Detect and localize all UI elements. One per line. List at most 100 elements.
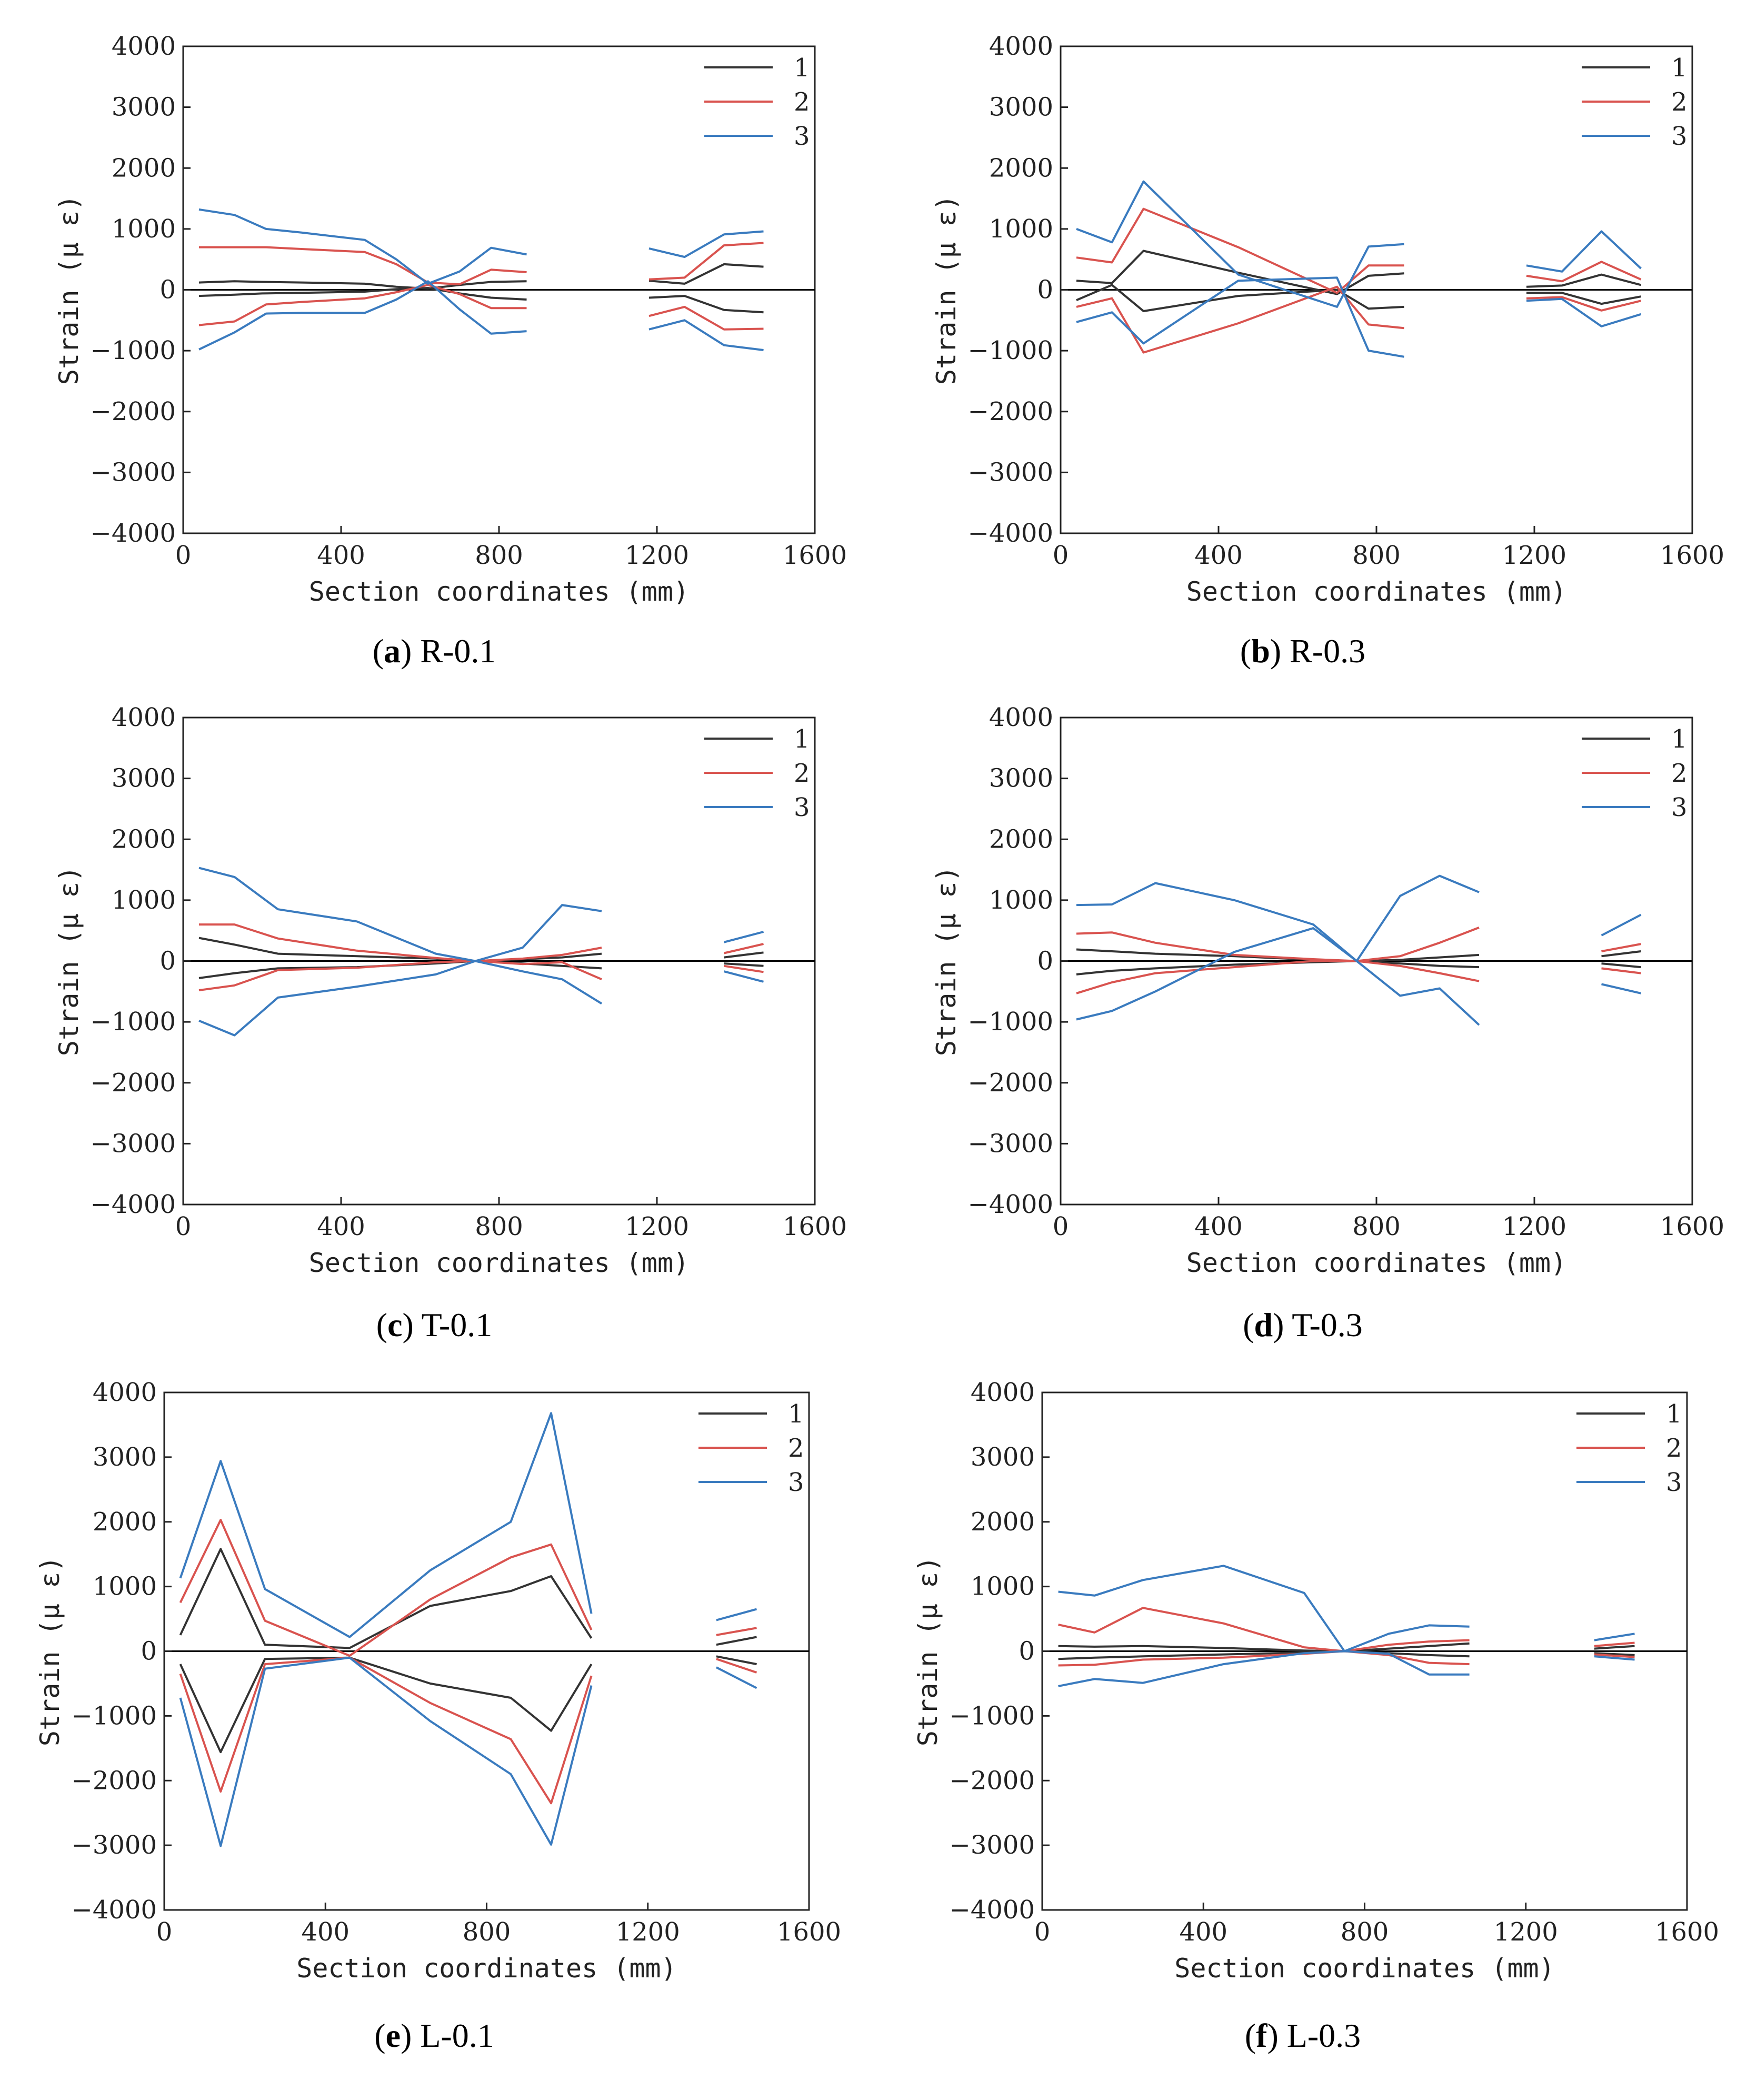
legend-label-1: 1 xyxy=(1671,53,1688,83)
series-3-line xyxy=(198,867,602,962)
series-2-line xyxy=(1076,960,1480,994)
y-tick-label: 4000 xyxy=(93,1378,157,1407)
series-3-line xyxy=(1601,983,1641,994)
x-tick-label: 1200 xyxy=(1502,541,1566,570)
x-tick-label: 1600 xyxy=(1655,1917,1719,1947)
series-1-line xyxy=(1594,1652,1635,1656)
x-tick-label: 800 xyxy=(475,1212,523,1241)
chart-panel-b: 0 400 800 1200 1600 4000 3000 2000 1000 0 −1000 −20… xyxy=(868,0,1737,684)
y-tick-label: 1000 xyxy=(989,214,1053,244)
legend-label-3: 3 xyxy=(794,793,810,822)
series-2-line xyxy=(1058,1607,1470,1653)
x-tick-label: 1600 xyxy=(783,541,847,570)
caption-name: L-0.3 xyxy=(1286,2017,1361,2054)
caption-letter: f xyxy=(1256,2017,1267,2054)
legend-label-3: 3 xyxy=(1671,122,1688,151)
series-3-line xyxy=(1526,297,1642,327)
x-axis-label: Section coordinates (mm) xyxy=(1186,576,1566,607)
y-tick-label: 0 xyxy=(141,1637,157,1666)
y-tick-label: 3000 xyxy=(989,93,1053,122)
chart-svg-e: 0 400 800 1200 1600 4000 3000 2000 1000 0 −1000 −20… xyxy=(35,1378,841,1984)
series-2-line xyxy=(179,1656,593,1805)
legend-label-2: 2 xyxy=(788,1434,804,1463)
legend-label-1: 1 xyxy=(788,1399,804,1429)
y-tick-label: 1000 xyxy=(112,885,176,915)
y-tick-label: −4000 xyxy=(91,519,176,548)
x-tick-label: 1600 xyxy=(777,1917,841,1947)
y-tick-label: −2000 xyxy=(91,397,176,426)
y-axis-label: Strain (μ ε) xyxy=(913,1556,943,1746)
y-tick-label: 3000 xyxy=(93,1442,157,1472)
y-tick-label: 2000 xyxy=(971,1507,1035,1537)
legend-label-1: 1 xyxy=(1671,724,1688,754)
y-tick-label: −4000 xyxy=(950,1895,1035,1925)
series-3-line xyxy=(716,1608,757,1621)
y-tick-label: −2000 xyxy=(91,1068,176,1098)
y-tick-label: 2000 xyxy=(112,824,176,854)
caption-name: T-0.3 xyxy=(1292,1306,1363,1343)
series-3-line xyxy=(715,1666,757,1689)
caption-letter: d xyxy=(1254,1306,1273,1343)
y-tick-label: 4000 xyxy=(971,1378,1035,1407)
y-tick-label: −3000 xyxy=(91,1129,176,1158)
y-tick-label: 1000 xyxy=(989,885,1053,915)
legend-label-3: 3 xyxy=(788,1468,804,1497)
series-1-line xyxy=(1076,284,1404,312)
caption-d: (d) T-0.3 xyxy=(1243,1306,1363,1343)
chart-svg-d: 0 400 800 1200 1600 4000 3000 2000 1000 0 −1000 −20… xyxy=(931,703,1724,1278)
x-tick-label: 800 xyxy=(1352,1212,1401,1241)
series-1-line xyxy=(648,295,764,314)
y-tick-label: 4000 xyxy=(989,703,1053,732)
x-tick-label: 400 xyxy=(1179,1917,1227,1947)
y-tick-label: −2000 xyxy=(950,1766,1035,1795)
y-tick-label: 0 xyxy=(1019,1637,1035,1666)
series-3-line xyxy=(198,280,527,351)
chart-panel-d: 0 400 800 1200 1600 4000 3000 2000 1000 0 −1000 −20… xyxy=(868,684,1737,1369)
caption-letter: a xyxy=(384,632,401,670)
y-tick-label: 0 xyxy=(159,275,176,305)
y-tick-label: −3000 xyxy=(968,1129,1053,1158)
x-tick-label: 400 xyxy=(317,1212,365,1241)
series-3-line xyxy=(1076,276,1404,358)
y-axis-label: Strain (μ ε) xyxy=(54,866,84,1056)
series-1-line xyxy=(716,1655,757,1666)
y-tick-label: −2000 xyxy=(968,1068,1053,1098)
x-tick-label: 800 xyxy=(463,1917,511,1947)
y-tick-label: 3000 xyxy=(971,1442,1035,1472)
y-tick-label: −1000 xyxy=(91,1007,176,1037)
y-tick-label: −1000 xyxy=(950,1701,1035,1730)
series-3-line xyxy=(1594,1633,1635,1641)
y-tick-label: 1000 xyxy=(93,1572,157,1601)
series-1-line xyxy=(1076,948,1480,962)
y-tick-label: 4000 xyxy=(112,703,176,732)
legend-label-2: 2 xyxy=(1671,759,1688,788)
x-axis-label: Section coordinates (mm) xyxy=(1186,1248,1566,1278)
series-1-line xyxy=(198,280,527,290)
series-3-line xyxy=(1601,913,1642,937)
chart-panel-a: 0 400 800 1200 1600 4000 3000 2000 1000 0 −1000 −20… xyxy=(0,0,868,684)
x-tick-label: 0 xyxy=(175,541,192,570)
series-2-line xyxy=(1076,927,1480,962)
caption-letter: b xyxy=(1251,632,1270,670)
series-1-line xyxy=(1601,962,1641,969)
series-2-line xyxy=(716,1658,757,1674)
y-tick-label: 3000 xyxy=(112,93,176,122)
x-tick-label: 1200 xyxy=(1502,1212,1566,1241)
series-3-line xyxy=(179,1412,593,1638)
x-tick-label: 1200 xyxy=(616,1917,680,1947)
legend-label-2: 2 xyxy=(1671,87,1688,117)
series-2-line xyxy=(716,1627,757,1636)
x-tick-label: 0 xyxy=(1053,1212,1069,1241)
caption-name: L-0.1 xyxy=(420,2017,494,2054)
chart-svg-a: 0 400 800 1200 1600 4000 3000 2000 1000 0 −1000 −20… xyxy=(54,32,847,607)
chart-panel-e: 0 400 800 1200 1600 4000 3000 2000 1000 0 −1000 −20… xyxy=(0,1363,868,2054)
series-2-line xyxy=(1076,285,1404,354)
series-3-line xyxy=(1076,882,1480,1026)
y-axis-label: Strain (μ ε) xyxy=(931,195,962,385)
x-tick-label: 400 xyxy=(1194,1212,1243,1241)
series-2-line xyxy=(724,964,764,973)
y-tick-label: −3000 xyxy=(91,457,176,487)
x-tick-label: 1200 xyxy=(625,541,689,570)
x-tick-label: 0 xyxy=(1034,1917,1051,1947)
y-tick-label: 4000 xyxy=(112,32,176,61)
